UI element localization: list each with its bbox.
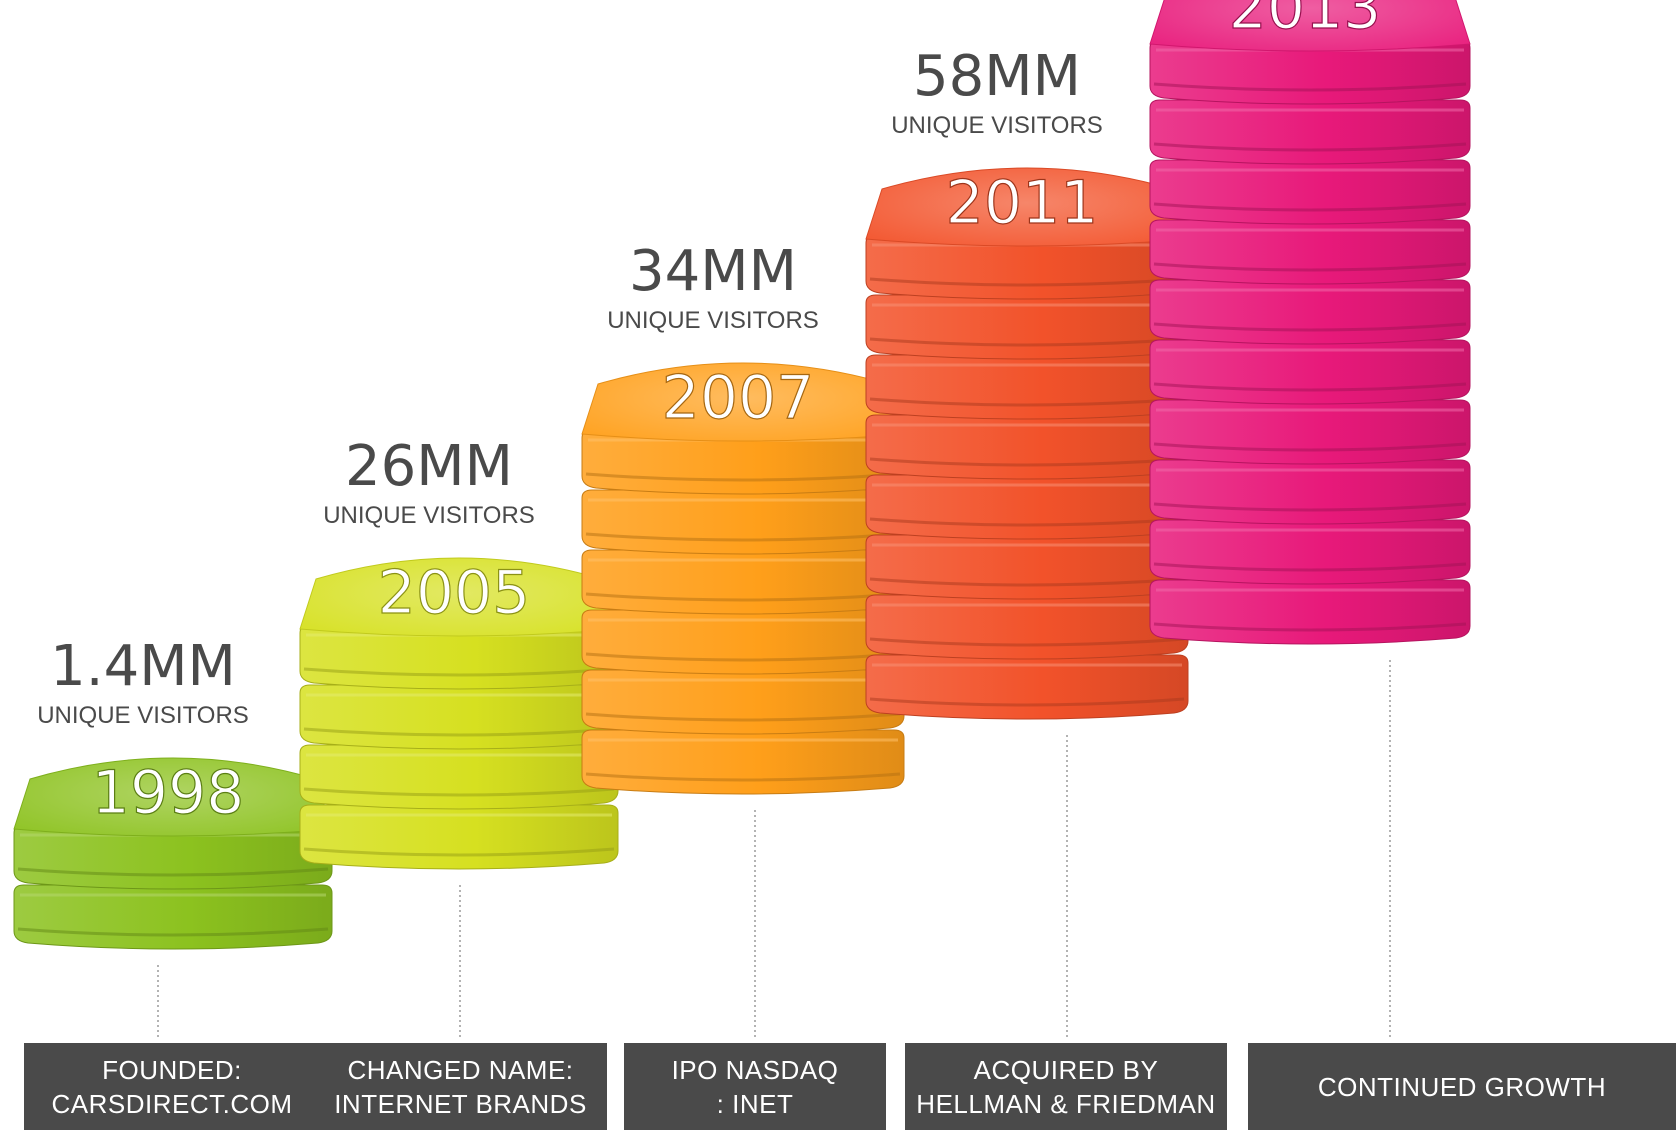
- value-labels: 1.4MM UNIQUE VISITORS 26MM UNIQUE VISITORS 3…: [37, 44, 1103, 729]
- layer-groove: [869, 457, 1185, 467]
- milestone-text: FOUNDED:: [102, 1054, 242, 1085]
- layer-groove: [869, 337, 1185, 347]
- year-label: 2007: [662, 363, 815, 433]
- bar-2007: 2007: [581, 362, 905, 795]
- layer-groove: [869, 277, 1185, 287]
- layer-groove: [585, 772, 901, 782]
- bar-2013: 2013: [1149, 0, 1471, 645]
- bar-stacks: 1998 2005 2007 2011 2013: [13, 0, 1471, 950]
- layer-groove: [585, 712, 901, 722]
- bar-2011: 2011: [865, 167, 1189, 720]
- layer-groove: [1153, 502, 1467, 512]
- layer-groove: [585, 532, 901, 542]
- unique-visitors-label: UNIQUE VISITORS: [37, 702, 249, 729]
- unique-visitors-label: UNIQUE VISITORS: [323, 502, 535, 529]
- value-label: 58MM: [913, 44, 1081, 109]
- layer-groove: [585, 652, 901, 662]
- milestone-box: ACQUIRED BY HELLMAN & FRIEDMAN: [905, 1043, 1227, 1130]
- milestone-box: FOUNDED: CARSDIRECT.COM: [24, 1043, 320, 1130]
- year-label: 2011: [946, 168, 1099, 238]
- milestone-box: IPO NASDAQ: INET: [624, 1043, 886, 1130]
- layer-groove: [17, 867, 329, 877]
- layer-groove: [869, 577, 1185, 587]
- layer-groove: [303, 847, 615, 857]
- value-label: 34MM: [629, 239, 797, 304]
- milestone-text: HELLMAN & FRIEDMAN: [916, 1088, 1216, 1119]
- value-label: 26MM: [345, 434, 513, 499]
- layer-groove: [1153, 202, 1467, 212]
- layer-groove: [1153, 262, 1467, 272]
- year-label: 2005: [378, 558, 531, 628]
- layer-groove: [585, 592, 901, 602]
- year-label: 1998: [92, 758, 245, 828]
- bar-2005: 2005: [299, 557, 619, 870]
- layer-groove: [1153, 562, 1467, 572]
- unique-visitors-label: UNIQUE VISITORS: [607, 307, 819, 334]
- layer-groove: [869, 397, 1185, 407]
- milestone-box: CONTINUED GROWTH: [1248, 1043, 1676, 1130]
- milestone-text: INTERNET BRANDS: [334, 1088, 587, 1119]
- milestone-text: CHANGED NAME:: [347, 1054, 574, 1085]
- milestone-text: : INET: [716, 1088, 794, 1119]
- layer-groove: [869, 697, 1185, 707]
- layer-groove: [1153, 622, 1467, 632]
- layer-groove: [303, 667, 615, 677]
- year-label: 2013: [1229, 0, 1382, 43]
- milestone-text: CONTINUED GROWTH: [1317, 1071, 1607, 1102]
- unique-visitors-label: UNIQUE VISITORS: [891, 112, 1103, 139]
- layer-groove: [869, 517, 1185, 527]
- connector-lines: [157, 660, 1391, 1040]
- milestone-text: CARSDIRECT.COM: [51, 1088, 293, 1119]
- milestone-text: IPO NASDAQ: [671, 1054, 839, 1085]
- layer-groove: [1153, 142, 1467, 152]
- bar-top: [1149, 0, 1471, 52]
- value-label: 1.4MM: [50, 634, 236, 699]
- layer-groove: [17, 927, 329, 937]
- layer-groove: [1153, 82, 1467, 92]
- layer-groove: [303, 787, 615, 797]
- layer-groove: [869, 637, 1185, 647]
- layer-groove: [1153, 442, 1467, 452]
- layer-groove: [585, 472, 901, 482]
- milestone-box: CHANGED NAME: INTERNET BRANDS: [314, 1043, 607, 1130]
- layer-groove: [1153, 382, 1467, 392]
- layer-groove: [1153, 322, 1467, 332]
- bar-1998: 1998: [13, 757, 333, 950]
- layer-groove: [303, 727, 615, 737]
- milestone-text: ACQUIRED BY: [973, 1054, 1159, 1085]
